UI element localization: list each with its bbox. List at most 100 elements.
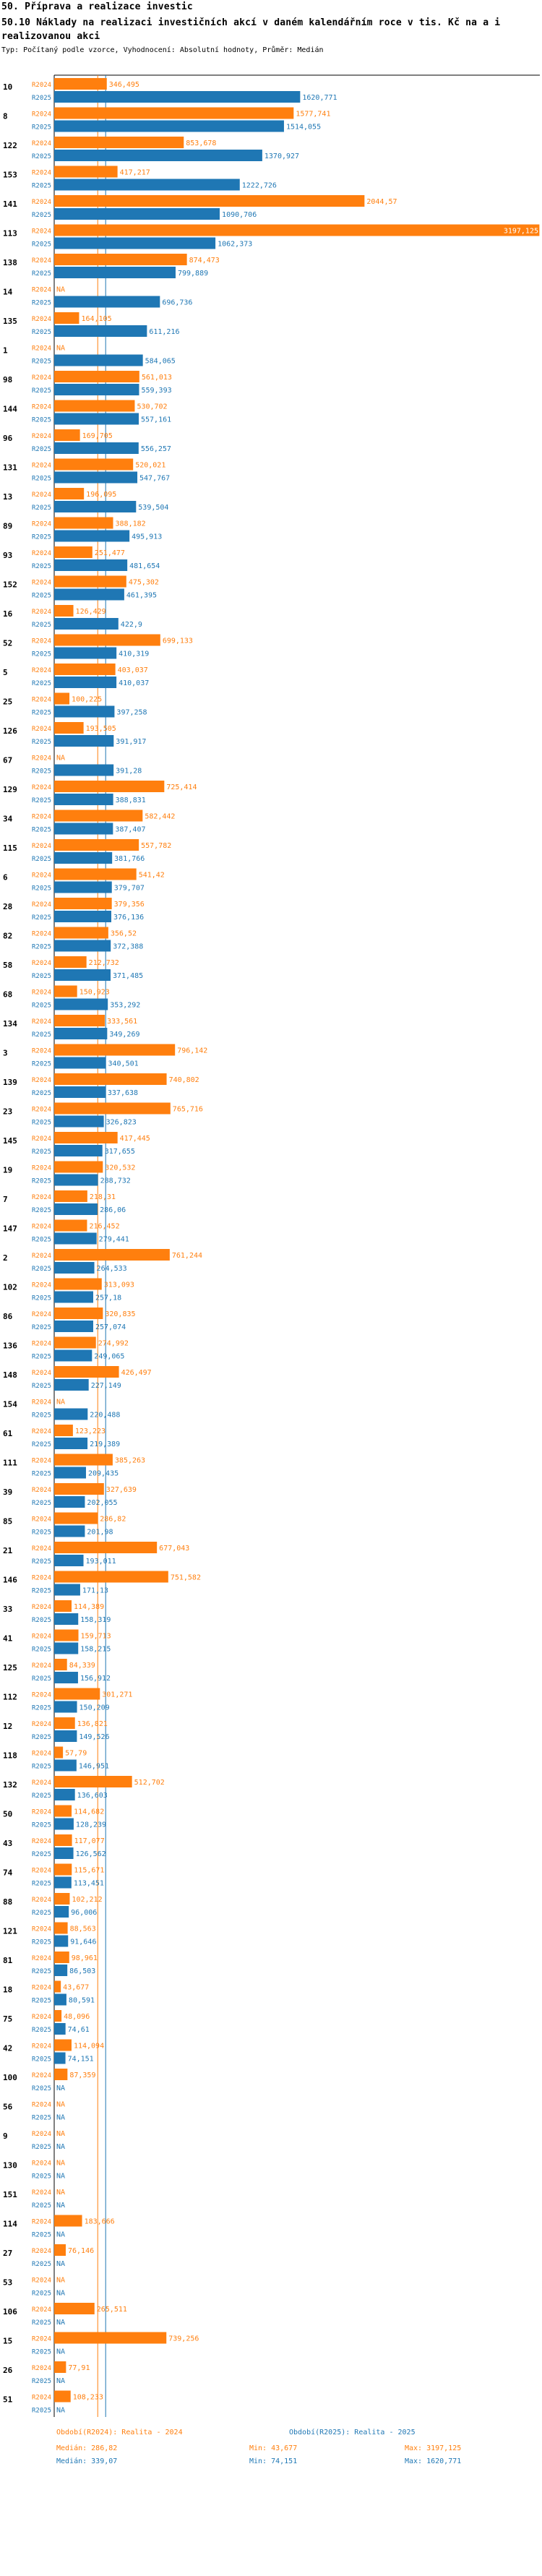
series-label-r2025: R2025 — [32, 329, 51, 336]
value-label-r2025: 349,269 — [109, 1031, 139, 1039]
series-label-r2024: R2024 — [32, 989, 51, 997]
value-label-r2025: 158,319 — [80, 1616, 111, 1624]
bar-r2024 — [54, 839, 139, 851]
bar-r2025 — [54, 1349, 93, 1362]
group-label: 34 — [3, 815, 13, 824]
bar-r2025 — [54, 1496, 85, 1508]
series-label-r2024: R2024 — [32, 374, 51, 382]
series-label-r2024: R2024 — [32, 755, 51, 763]
series-label-r2024: R2024 — [32, 1428, 51, 1435]
bar-r2024 — [54, 1278, 102, 1290]
value-label-r2024: 333,561 — [107, 1018, 137, 1026]
value-label-r2024: 100,225 — [72, 696, 102, 704]
series-label-r2024: R2024 — [32, 1662, 51, 1670]
group-label: 145 — [3, 1136, 17, 1146]
bar-r2025 — [54, 501, 137, 512]
bar-r2024 — [54, 1161, 103, 1173]
value-label-r2025: 219,389 — [90, 1441, 120, 1448]
group-label: 27 — [3, 2249, 12, 2258]
bar-r2024 — [54, 1659, 67, 1670]
value-label-r2024: 346,495 — [109, 81, 139, 89]
bar-r2024 — [54, 1834, 72, 1846]
bar-r2024 — [54, 985, 77, 997]
series-label-r2025: R2025 — [32, 1822, 51, 1829]
value-label-r2024: 379,356 — [114, 901, 145, 909]
value-label-r2025: 86,503 — [69, 1967, 95, 1975]
bar-r2024 — [54, 956, 87, 968]
bar-r2024 — [54, 371, 139, 382]
series-label-r2025: R2025 — [32, 1412, 51, 1420]
group-label: 139 — [3, 1078, 17, 1087]
bar-r2025 — [54, 1291, 94, 1303]
value-label-r2024: 216,452 — [89, 1223, 119, 1231]
value-label-r2024: 417,217 — [120, 169, 150, 177]
value-label-r2024: NA — [56, 755, 65, 763]
group-label: 113 — [3, 229, 17, 239]
bar-r2025 — [54, 647, 117, 659]
series-label-r2025: R2025 — [32, 446, 51, 453]
series-label-r2024: R2024 — [32, 2014, 51, 2021]
series-label-r2024: R2024 — [32, 1018, 51, 1026]
series-label-r2025: R2025 — [32, 2115, 51, 2122]
bar-r2025 — [54, 442, 139, 454]
bar-r2025 — [54, 1203, 98, 1215]
series-label-r2025: R2025 — [32, 593, 51, 600]
value-label-r2024: 2044,57 — [366, 198, 397, 206]
bar-r2024 — [54, 1629, 79, 1641]
value-label-r2025: 317,655 — [105, 1148, 135, 1156]
value-label-r2024: 114,389 — [74, 1603, 104, 1611]
group-label: 146 — [3, 1576, 17, 1585]
series-label-r2025: R2025 — [32, 2349, 51, 2356]
bar-r2024 — [54, 2069, 68, 2080]
series-label-r2024: R2024 — [32, 316, 51, 323]
bar-r2024 — [54, 1542, 158, 1553]
value-label-r2024: 286,82 — [100, 1516, 126, 1524]
value-label-r2024: 530,702 — [137, 403, 167, 411]
series-label-r2025: R2025 — [32, 95, 51, 102]
group-label: 18 — [3, 1985, 12, 1995]
value-label-r2024: 677,043 — [159, 1545, 189, 1553]
bar-r2025 — [54, 1789, 75, 1800]
value-label-r2025: 326,823 — [106, 1119, 137, 1127]
group-label: 134 — [3, 1019, 17, 1029]
series-label-r2024: R2024 — [32, 1516, 51, 1524]
group-label: 3 — [3, 1049, 8, 1058]
value-label-r2025: 96,006 — [71, 1909, 97, 1917]
series-label-r2024: R2024 — [32, 1545, 51, 1553]
group-label: 16 — [3, 609, 13, 619]
series-label-r2025: R2025 — [32, 476, 51, 483]
group-label: 8 — [3, 112, 8, 121]
bar-r2025 — [54, 1525, 85, 1537]
value-label-r2024: 196,095 — [86, 491, 116, 499]
series-label-r2024: R2024 — [32, 1311, 51, 1318]
value-label-r2024: 136,821 — [77, 1720, 108, 1728]
series-label-r2025: R2025 — [32, 1178, 51, 1185]
series-label-r2025: R2025 — [32, 1939, 51, 1946]
bar-r2025 — [54, 208, 220, 220]
value-label-r2025: 387,407 — [115, 826, 145, 834]
bar-r2024 — [54, 1249, 170, 1261]
value-label-r2024: NA — [56, 286, 65, 294]
bar-r2024 — [54, 575, 126, 588]
value-label-r2025: 372,388 — [113, 943, 143, 951]
series-label-r2025: R2025 — [32, 1266, 51, 1273]
series-label-r2024: R2024 — [32, 931, 51, 938]
value-label-r2024: 739,256 — [168, 2335, 199, 2343]
series-label-r2025: R2025 — [32, 885, 51, 893]
series-label-r2025: R2025 — [32, 153, 51, 160]
bar-r2024 — [54, 429, 80, 441]
series-label-r2025: R2025 — [32, 1295, 51, 1302]
value-label-r2024: 183,666 — [85, 2218, 115, 2226]
value-label-r2025: 136,603 — [77, 1792, 108, 1800]
series-label-r2025: R2025 — [32, 651, 51, 658]
value-label-r2025: 201,98 — [87, 1529, 113, 1537]
group-label: 141 — [3, 199, 17, 209]
value-label-r2024: 88,563 — [70, 1925, 96, 1933]
series-label-r2024: R2024 — [32, 1604, 51, 1611]
series-label-r2024: R2024 — [32, 1194, 51, 1201]
value-label-r2024: 57,79 — [65, 1750, 87, 1758]
series-label-r2024: R2024 — [32, 609, 51, 616]
series-label-r2025: R2025 — [32, 2085, 51, 2092]
value-label-r2025: NA — [56, 2173, 65, 2181]
value-label-r2025: 547,767 — [139, 475, 170, 483]
